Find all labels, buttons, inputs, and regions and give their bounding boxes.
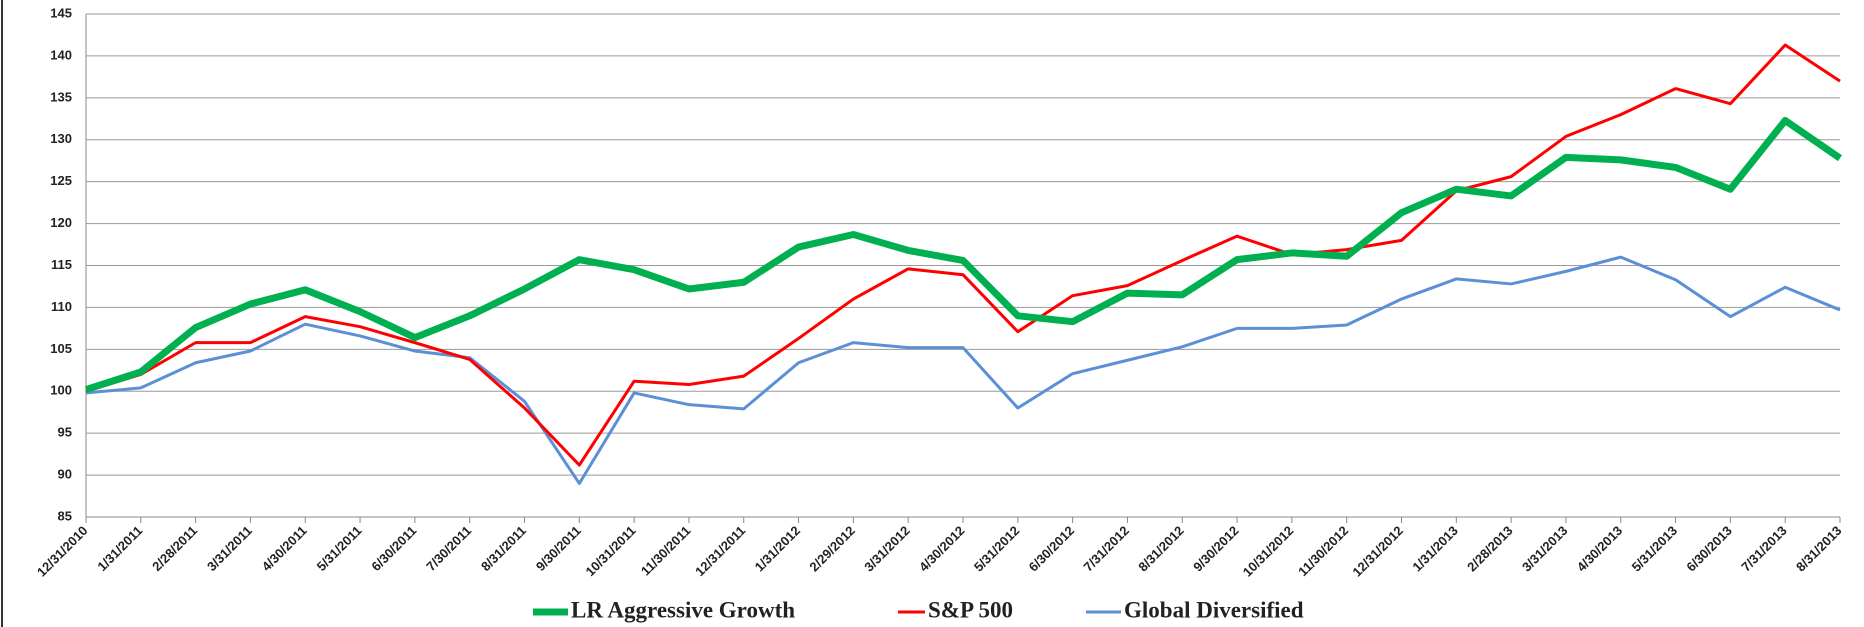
x-tick-label: 9/30/2012 — [1190, 523, 1242, 575]
x-tick-label: 10/31/2012 — [1240, 523, 1297, 580]
legend-label: S&P 500 — [928, 597, 1013, 622]
x-tick-label: 6/30/2011 — [368, 523, 419, 574]
series-line — [85, 43, 1841, 467]
x-tick-label: 12/31/2012 — [1349, 523, 1406, 580]
x-tick-label: 1/31/2012 — [752, 523, 804, 575]
x-tick-label: 8/31/2013 — [1793, 523, 1845, 575]
x-tick-label: 3/31/2011 — [204, 523, 255, 574]
x-tick-label: 9/30/2011 — [533, 523, 584, 574]
x-tick-label: 2/28/2013 — [1464, 523, 1516, 575]
x-tick-label: 10/31/2011 — [583, 523, 639, 579]
x-tick-label: 5/31/2011 — [314, 523, 365, 574]
x-tick-label: 7/31/2013 — [1738, 523, 1790, 575]
x-tick-label: 2/28/2011 — [149, 523, 200, 574]
x-tick-label: 4/30/2013 — [1574, 523, 1626, 575]
y-tick-label: 110 — [51, 299, 72, 314]
x-tick-label: 7/30/2011 — [423, 523, 474, 574]
y-tick-label: 120 — [50, 215, 72, 230]
x-tick-label: 1/31/2011 — [94, 523, 145, 574]
x-tick-label: 8/31/2011 — [478, 523, 529, 574]
y-tick-label: 130 — [50, 131, 72, 146]
series-line — [85, 255, 1841, 485]
x-tick-label: 6/30/2012 — [1026, 523, 1078, 575]
legend: LR Aggressive Growth S&P 500 Global Divers… — [533, 597, 1304, 622]
y-tick-label: 105 — [50, 341, 72, 356]
y-tick-label: 125 — [50, 173, 72, 188]
x-tick-label: 2/29/2012 — [806, 523, 858, 575]
x-tick-label: 12/31/2010 — [34, 523, 91, 580]
legend-label: LR Aggressive Growth — [571, 597, 795, 622]
x-tick-label: 11/30/2011 — [638, 523, 694, 579]
x-tick-label: 1/31/2013 — [1409, 523, 1461, 575]
x-tick-label: 7/31/2012 — [1080, 523, 1132, 575]
x-tick-label: 3/31/2013 — [1519, 523, 1571, 575]
x-tick-label: 5/31/2013 — [1629, 523, 1681, 575]
plot — [84, 43, 1842, 485]
y-tick-label: 95 — [58, 425, 72, 440]
x-tick-label: 3/31/2012 — [861, 523, 913, 575]
y-tick-label: 145 — [50, 5, 72, 20]
x-tick-label: 4/30/2012 — [916, 523, 968, 575]
y-tick-label: 90 — [58, 467, 72, 482]
x-tick-label: 12/31/2011 — [692, 523, 748, 579]
x-tick-label: 5/31/2012 — [971, 523, 1023, 575]
y-tick-label: 135 — [50, 89, 72, 104]
y-tick-label: 100 — [50, 383, 72, 398]
x-tick-label: 11/30/2012 — [1295, 523, 1351, 579]
legend-label: Global Diversified — [1124, 597, 1304, 622]
y-tick-label: 115 — [51, 257, 72, 272]
series-line — [84, 116, 1842, 393]
x-tick-label: 6/30/2013 — [1683, 523, 1735, 575]
x-tick-label: 4/30/2011 — [259, 523, 310, 574]
y-tick-label: 85 — [58, 508, 72, 523]
x-tick-label: 8/31/2012 — [1135, 523, 1187, 575]
y-tick-label: 140 — [50, 47, 72, 62]
